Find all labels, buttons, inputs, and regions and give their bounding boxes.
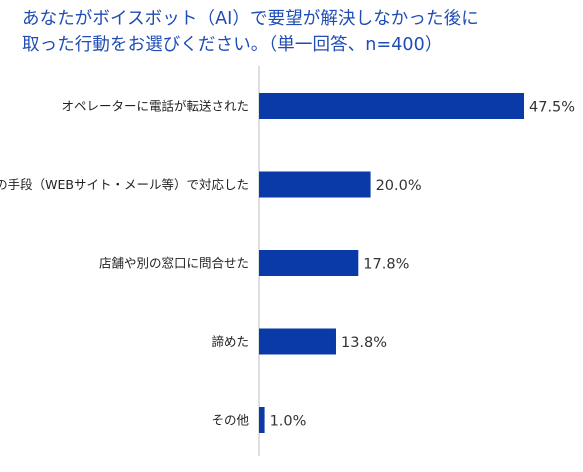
category-label-3: 店舗や別の窓口に問合せた xyxy=(99,256,249,271)
value-label-5: 1.0% xyxy=(270,414,307,430)
value-label-1: 47.5% xyxy=(529,100,575,116)
bar-2 xyxy=(259,171,371,198)
bar-1 xyxy=(259,93,524,119)
value-label-2: 20.0% xyxy=(376,178,422,194)
category-label-2: 他の手段（WEBサイト・メール等）で対応した xyxy=(0,177,249,192)
chart-title-line-2: 取った行動をお選びください。（単一回答、n=400） xyxy=(22,35,443,55)
value-label-4: 13.8% xyxy=(341,335,387,351)
bar-5 xyxy=(259,407,265,433)
category-label-4: 諦めた xyxy=(211,334,249,349)
category-label-1: オペレーターに電話が転送された xyxy=(61,99,249,114)
bar-3 xyxy=(259,250,359,276)
bar-4 xyxy=(259,328,336,355)
chart-title: あなたがボイスボット（AI）で要望が解決しなかった後に 取った行動をお選びくださ… xyxy=(22,6,562,58)
value-label-3: 17.8% xyxy=(363,257,409,273)
chart-title-line-1: あなたがボイスボット（AI）で要望が解決しなかった後に xyxy=(22,9,479,29)
category-label-5: その他 xyxy=(211,413,249,428)
